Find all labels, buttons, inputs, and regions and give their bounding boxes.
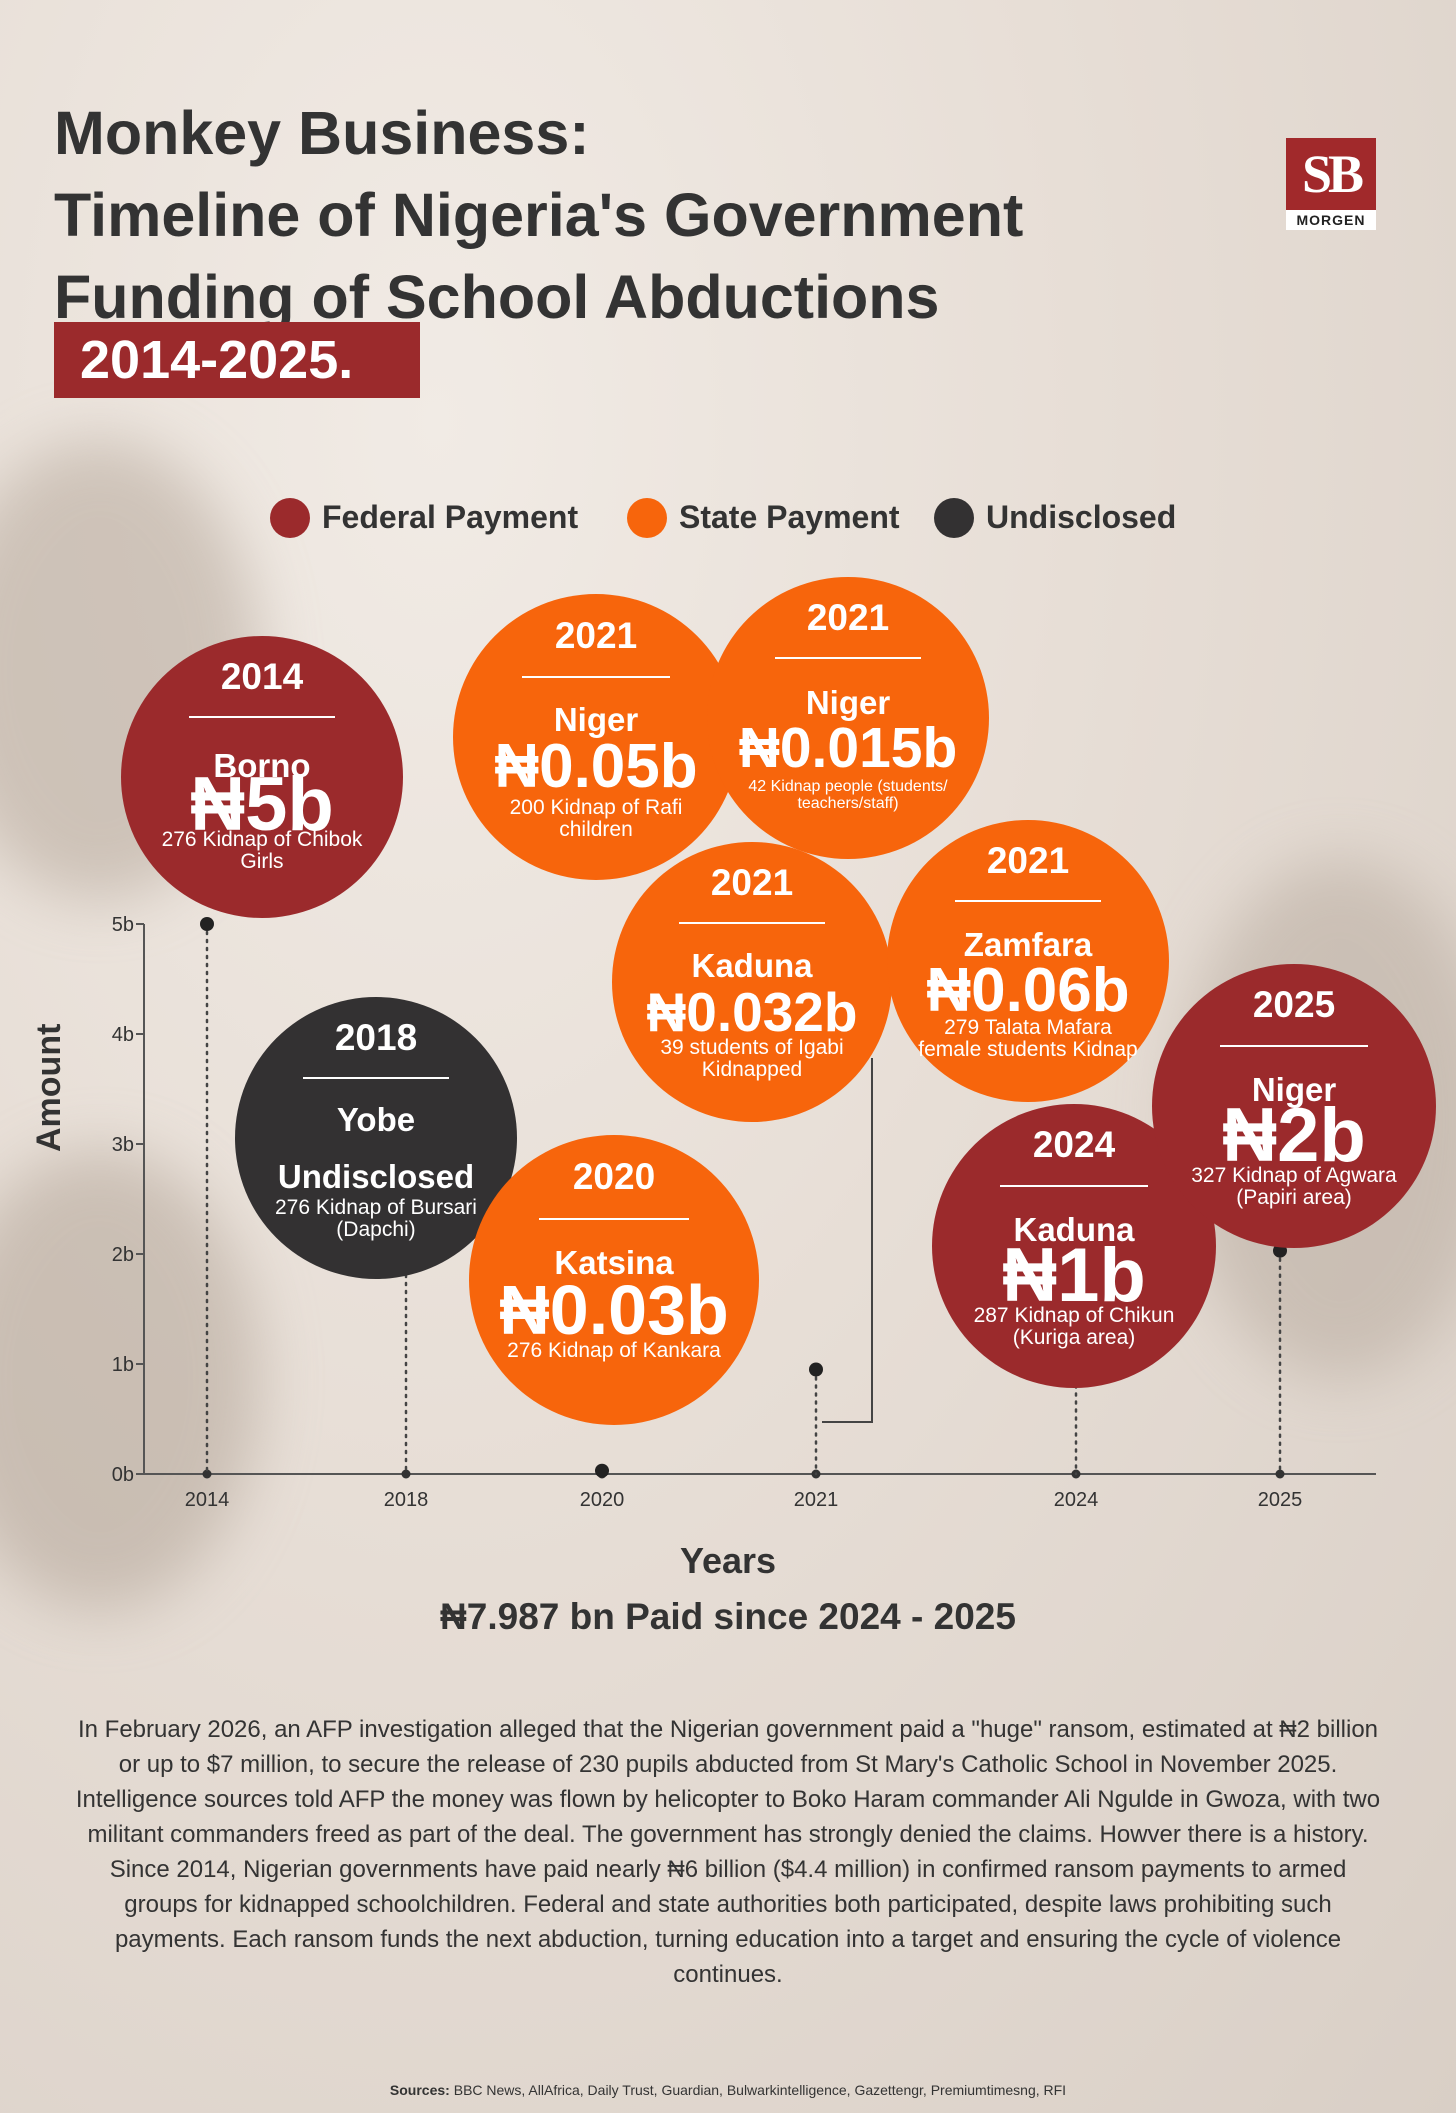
bubble-description: 276 Kidnap of Chibok Girls (161, 827, 363, 873)
bubble-state: Yobe (336, 1101, 416, 1139)
bubble-state: Kaduna (691, 946, 813, 984)
bubble-amount: ₦0.032b (646, 980, 858, 1043)
y-tick-label-1: 1b (112, 1354, 134, 1376)
bubble-zamfara-2021: 2021 Zamfara ₦0.06b 279 Talata Mafara femal… (887, 820, 1169, 1102)
bubble-amount: ₦5b (190, 762, 334, 847)
y-tick-label-2: 2b (112, 1244, 134, 1266)
bubble-katsina-2020: 2020 Katsina ₦0.03b 276 Kidnap of Kankara (469, 1135, 759, 1425)
x-tick-label-4: 2024 (1054, 1489, 1099, 1511)
legend-dot-federal (270, 498, 310, 538)
bubble-divider (1220, 1044, 1368, 1047)
bubble-year: 2014 (220, 656, 304, 698)
bubble-description: 287 Kidnap of Chikun (Kuriga area) (973, 1304, 1175, 1350)
bubble-state: Katsina (554, 1244, 674, 1282)
bubble-yobe-2018: 2018 Yobe Undisclosed 276 Kidnap of Bursari… (235, 997, 517, 1279)
bubble-year: 2025 (1252, 984, 1336, 1026)
logo-initials: SB (1286, 138, 1376, 210)
x-tick-label-5: 2025 (1258, 1489, 1303, 1511)
bubble-year: 2021 (710, 861, 794, 903)
sb-morgen-logo: SB MORGEN (1286, 138, 1376, 230)
bubble-state: Niger (553, 701, 639, 739)
bubble-year: 2021 (986, 840, 1070, 882)
bubble-description: 200 Kidnap of Rafi children (509, 795, 683, 841)
data-point-3 (809, 1362, 823, 1377)
data-point-0 (200, 917, 214, 931)
bubble-amount: ₦0.03b (499, 1270, 729, 1349)
chart-axes: 0b 1b 2b 3b 4b 5b 2014 2018 2020 2021 2024 2025 (112, 914, 1376, 1511)
bubble-divider (954, 900, 1102, 903)
bubble-amount: Undisclosed (277, 1157, 475, 1195)
bubble-year: 2021 (806, 597, 890, 639)
page-title: Monkey Business: Timeline of Nigeria's G… (54, 92, 1154, 338)
bubble-divider (679, 921, 825, 924)
bubble-state: Borno (213, 747, 311, 785)
legend-label-state: State Payment (679, 499, 900, 535)
year-range-badge: 2014-2025. (54, 322, 420, 398)
y-tick-label-4: 4b (112, 1024, 134, 1046)
bubble-kaduna-2021: 2021 Kaduna ₦0.032b 39 students of Igabi Ki… (612, 842, 892, 1122)
bubble-year: 2024 (1032, 1124, 1116, 1166)
bubble-niger-2021: 2021 Niger ₦0.015b 42 Kidnap people (studen… (707, 577, 989, 859)
title-line-3: Funding of School Abductions (54, 263, 940, 331)
logo-name: MORGEN (1286, 210, 1376, 230)
title-line-1: Monkey Business: (54, 99, 590, 167)
body-paragraph: In February 2026, an AFP investigation a… (75, 1716, 1381, 1988)
bubble-description: 327 Kidnap of Agwara (Papiri area) (1191, 1164, 1397, 1210)
x-tick-label-1: 2018 (384, 1489, 429, 1511)
x-tick-label-2: 2020 (580, 1489, 625, 1511)
bubble-divider (302, 1077, 450, 1080)
bubble-amount: ₦0.05b (494, 732, 698, 802)
legend-label-undisclosed: Undisclosed (986, 499, 1177, 535)
x-tick-label-0: 2014 (185, 1489, 230, 1511)
summary-total: ₦7.987 bn Paid since 2024 - 2025 (440, 1596, 1016, 1637)
y-tick-label-0: 0b (112, 1464, 134, 1486)
data-point-2 (595, 1463, 609, 1478)
bubble-borno-2014: 2014 Borno ₦5b 276 Kidnap of Chibok Girls (121, 636, 403, 918)
bubble-state: Kaduna (1013, 1210, 1135, 1248)
legend-label-federal: Federal Payment (322, 499, 579, 535)
bubble-divider (774, 657, 922, 660)
bubble-amount: ₦2b (1222, 1092, 1366, 1178)
bubble-year: 2018 (334, 1017, 418, 1059)
x-axis-title: Years (679, 1540, 777, 1581)
bubble-amount: ₦0.06b (926, 955, 1130, 1025)
bubble-divider (521, 675, 671, 678)
sources-line: Sources: BBC News, AllAfrica, Daily Trus… (0, 2082, 1456, 2098)
bubble-state: Niger (805, 684, 891, 722)
bubble-description: 276 Kidnap of Kankara (507, 1338, 721, 1362)
soldier-silhouette-bottom (0, 1150, 260, 1610)
bubble-description: 276 Kidnap of Bursari (Dapchi) (275, 1195, 477, 1241)
title-line-2: Timeline of Nigeria's Government (54, 181, 1024, 249)
sources-label: Sources: (389, 2082, 450, 2098)
y-tick-label-5: 5b (112, 914, 134, 936)
legend-dot-undisclosed (934, 498, 974, 538)
x-tick-0 (202, 1469, 212, 1479)
x-tick-label-3: 2021 (794, 1489, 839, 1511)
bubble-year: 2020 (572, 1156, 656, 1198)
y-axis-title: Amount (30, 1023, 68, 1152)
bubble-amount: ₦1b (1002, 1232, 1146, 1318)
bubble-state: Niger (1251, 1070, 1337, 1108)
x-tick-1 (401, 1469, 411, 1479)
x-tick-5 (1275, 1469, 1285, 1479)
bubble-description: 39 students of Igabi Kidnapped (660, 1036, 844, 1082)
bubble-year: 2021 (554, 614, 638, 656)
bubble-niger-2021: 2021 Niger ₦0.05b 200 Kidnap of Rafi childr… (453, 594, 739, 880)
bubble-description: 279 Talata Mafara female students Kidnap (918, 1015, 1138, 1061)
bubble-divider (1000, 1184, 1148, 1187)
connector-line-2021 (822, 1058, 873, 1423)
bubble-divider (538, 1217, 690, 1220)
sources-text: BBC News, AllAfrica, Daily Trust, Guardi… (449, 2082, 1067, 2098)
bubble-amount: ₦0.015b (738, 715, 958, 780)
legend-dot-state (627, 498, 667, 538)
y-tick-label-3: 3b (112, 1134, 134, 1156)
bubble-state: Zamfara (963, 925, 1093, 963)
bubble-divider (188, 716, 336, 719)
year-range-text: 2014-2025. (80, 330, 354, 390)
bubble-description: 42 Kidnap people (students/ teachers/sta… (748, 778, 948, 813)
bubble-niger-2025: 2025 Niger ₦2b 327 Kidnap of Agwara (Papiri… (1152, 964, 1436, 1248)
